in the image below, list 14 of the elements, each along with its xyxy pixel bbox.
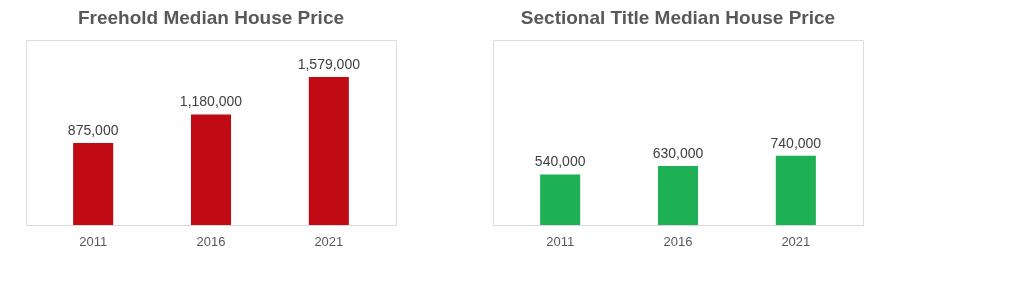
data-label: 875,000	[67, 121, 119, 138]
data-label: 540,000	[534, 153, 586, 170]
data-label: 1,579,000	[297, 56, 361, 72]
x-tick-label: 2021	[314, 233, 344, 249]
chart-title: Sectional Title Median House Price	[520, 7, 836, 28]
data-label: 1,180,000	[179, 93, 243, 110]
data-label: 630,000	[652, 144, 704, 161]
x-tick-label: 2011	[79, 233, 108, 249]
x-tick-label: 2016	[196, 233, 226, 249]
data-label: 740,000	[770, 134, 822, 151]
x-tick-label: 2016	[663, 233, 693, 249]
chart-title: Freehold Median House Price	[77, 7, 345, 28]
x-tick-label: 2011	[546, 233, 575, 249]
x-tick-label: 2021	[781, 233, 811, 249]
